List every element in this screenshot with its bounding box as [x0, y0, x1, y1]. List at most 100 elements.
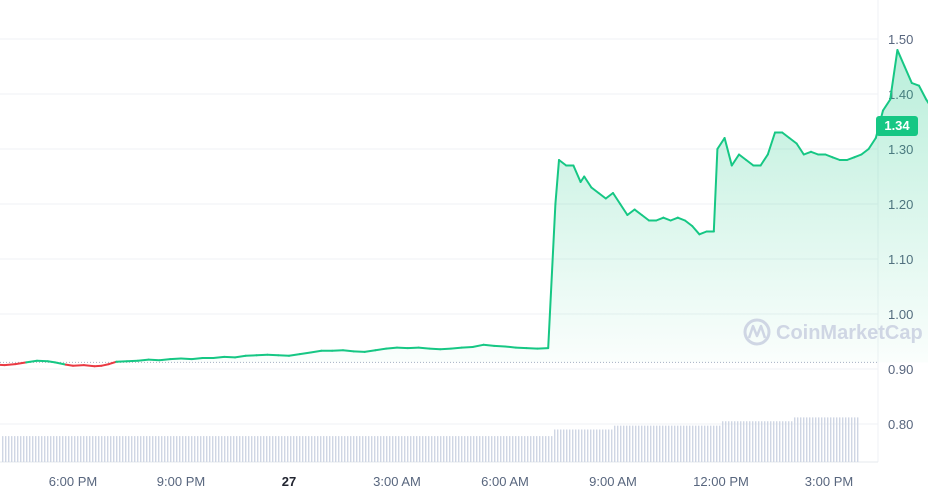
volume-bar [299, 436, 301, 462]
watermark-text: CoinMarketCap [776, 322, 923, 344]
price-line-segment [738, 153, 748, 161]
volume-bar [494, 436, 496, 462]
x-tick-label: 9:00 PM [157, 474, 205, 489]
volume-bar [632, 425, 634, 462]
volume-bar [785, 421, 787, 462]
price-line-segment [579, 175, 586, 183]
volume-bar [125, 436, 127, 462]
price-line-segment [82, 364, 96, 368]
price-line-segment [471, 343, 485, 348]
volume-bar [287, 436, 289, 462]
x-tick-label: 9:00 AM [589, 474, 637, 489]
price-line-segment [396, 346, 409, 350]
price-line-segment [572, 164, 582, 183]
volume-bar [107, 436, 109, 462]
volume-bar [650, 425, 652, 462]
volume-bar [65, 436, 67, 462]
volume-bar [29, 436, 31, 462]
volume-bar [830, 417, 832, 462]
volume-bar [101, 436, 103, 462]
volume-bar [395, 436, 397, 462]
price-line-segment [925, 98, 928, 105]
volume-bar [215, 436, 217, 462]
volume-bar [800, 417, 802, 462]
price-line-segment [277, 354, 290, 357]
volume-bar [665, 425, 667, 462]
volume-bar [443, 436, 445, 462]
price-line-segment [180, 357, 193, 361]
volume-bar [599, 429, 601, 462]
price-line-segment [25, 359, 38, 364]
volume-bar [725, 421, 727, 462]
volume-bar [377, 436, 379, 462]
volume-bar [680, 425, 682, 462]
volume-bar [578, 429, 580, 462]
price-line-segment [169, 357, 182, 361]
price-line-segment [374, 347, 388, 352]
volume-bar [404, 436, 406, 462]
price-line-segment [298, 351, 312, 356]
volume-bar [833, 417, 835, 462]
price-line-segment [331, 349, 344, 352]
volume-bar [509, 436, 511, 462]
price-line-segment [691, 225, 701, 236]
volume-bar [500, 436, 502, 462]
price-line-segment [0, 363, 6, 367]
price-line-segment [417, 346, 431, 350]
volume-bar [194, 436, 196, 462]
volume-bar [389, 436, 391, 462]
volume-bar [824, 417, 826, 462]
volume-bar [479, 436, 481, 462]
price-line-segment [612, 192, 622, 205]
volume-bar [140, 436, 142, 462]
price-line-segment [802, 150, 812, 156]
volume-bar [380, 436, 382, 462]
price-line-segment [147, 358, 161, 362]
volume-bar [587, 429, 589, 462]
volume-bar [668, 425, 670, 462]
volume-bar [200, 436, 202, 462]
volume-bar [164, 436, 166, 462]
volume-bar [551, 436, 553, 462]
volume-bar [761, 421, 763, 462]
x-tick-label: 3:00 AM [373, 474, 421, 489]
volume-bar [623, 425, 625, 462]
volume-bar [407, 436, 409, 462]
price-line-segment [363, 349, 377, 353]
volume-bar [515, 436, 517, 462]
volume-bar [74, 436, 76, 462]
price-line-segment [903, 65, 913, 84]
volume-bar [323, 436, 325, 462]
volume-bar [248, 436, 250, 462]
volume-bar [386, 436, 388, 462]
volume-bar [767, 421, 769, 462]
volume-bar [353, 436, 355, 462]
volume-bar [821, 417, 823, 462]
price-line-segment [676, 216, 686, 222]
volume-bar [659, 425, 661, 462]
volume-bar [569, 429, 571, 462]
volume-bar [854, 417, 856, 462]
volume-bar [293, 436, 295, 462]
volume-bar [653, 425, 655, 462]
volume-bar [752, 421, 754, 462]
volume-bar [212, 436, 214, 462]
volume-bar [740, 421, 742, 462]
volume-bar [38, 436, 40, 462]
volume-bar [338, 436, 340, 462]
volume-bar [455, 436, 457, 462]
volume-bar [662, 425, 664, 462]
volume-bar [791, 421, 793, 462]
volume-bar [554, 429, 556, 462]
volume-bar [356, 436, 358, 462]
volume-bar [635, 425, 637, 462]
price-line-segment [853, 153, 863, 159]
volume-bar [638, 425, 640, 462]
price-line-segment [72, 364, 85, 367]
price-line-segment [781, 131, 791, 139]
volume-bar [425, 436, 427, 462]
volume-bar [302, 436, 304, 462]
volume-bar [845, 417, 847, 462]
volume-bar [179, 436, 181, 462]
price-line-segment [619, 203, 629, 216]
